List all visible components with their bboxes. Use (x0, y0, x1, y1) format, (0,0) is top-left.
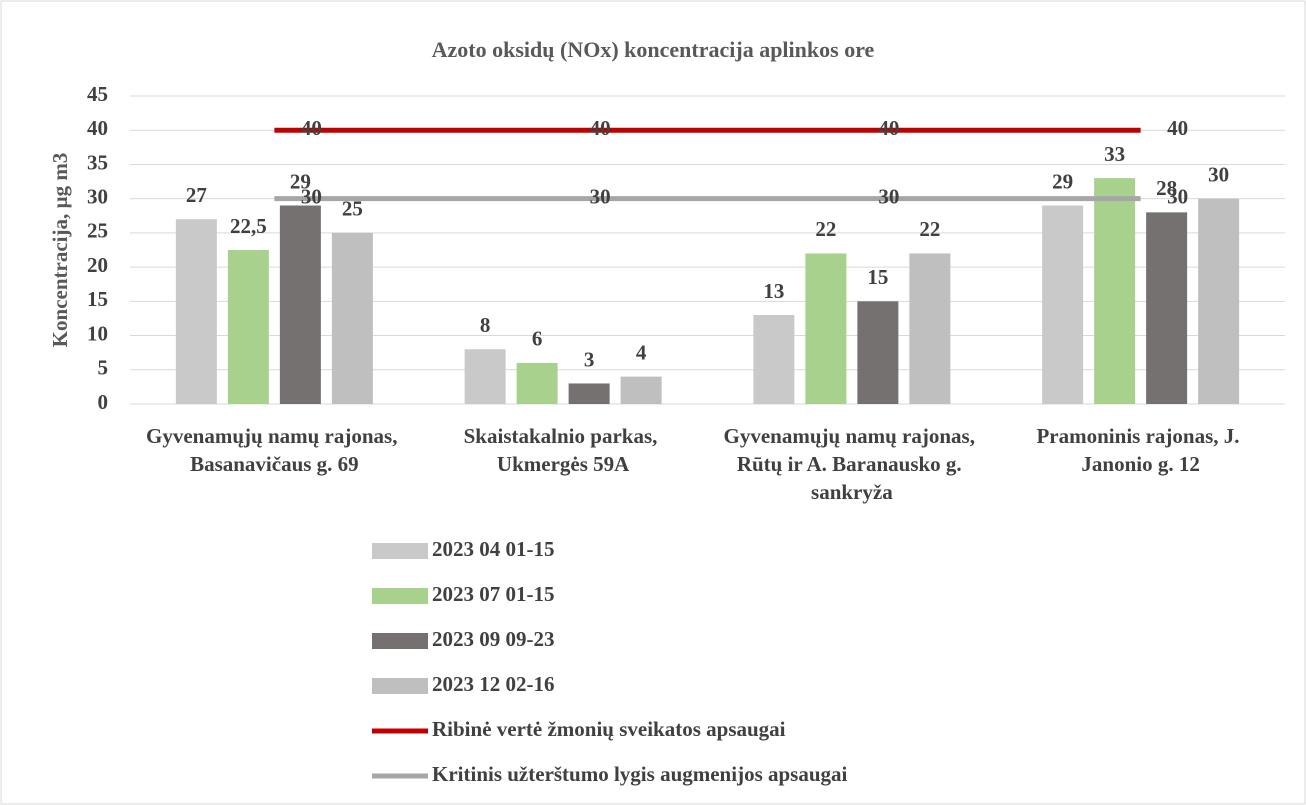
data-label: 40 (590, 116, 611, 140)
data-label: 27 (186, 183, 207, 207)
data-label: 3 (584, 347, 595, 371)
y-tick-label: 35 (87, 150, 108, 174)
bar (1094, 178, 1136, 404)
data-label: 25 (342, 197, 363, 221)
bar (805, 253, 847, 404)
legend-swatch (372, 633, 428, 649)
data-label: 22 (815, 217, 836, 241)
y-tick-label: 20 (87, 253, 108, 277)
data-label: 22 (919, 217, 940, 241)
bar (620, 376, 662, 404)
data-label: 40 (878, 116, 899, 140)
data-label: 8 (480, 313, 491, 337)
legend-label: 2023 09 09-23 (432, 627, 555, 651)
data-label: 40 (1167, 116, 1188, 140)
legend-label: Ribinė vertė žmonių sveikatos apsaugai (432, 717, 786, 741)
legend-label: 2023 12 02-16 (432, 672, 555, 696)
bar (909, 253, 951, 404)
data-label: 30 (301, 184, 322, 208)
x-tick-label: Gyvenamųjų namų rajonas, Basanavičaus g.… (146, 424, 403, 476)
chart-title: Azoto oksidų (NOx) koncentracija aplinko… (432, 37, 875, 62)
bar (753, 315, 795, 404)
legend-label: 2023 07 01-15 (432, 582, 555, 606)
y-tick-label: 15 (87, 287, 108, 311)
bar (1042, 205, 1084, 404)
data-label: 15 (867, 265, 888, 289)
legend-swatch (372, 588, 428, 604)
bar (175, 219, 217, 404)
legend-label: Kritinis užterštumo lygis augmenijos aps… (432, 762, 848, 786)
legend-label: 2023 04 01-15 (432, 537, 555, 561)
y-tick-label: 0 (98, 390, 109, 414)
bar (227, 250, 269, 404)
data-label: 4 (636, 340, 647, 364)
y-tick-label: 45 (87, 82, 108, 106)
bar (857, 301, 899, 404)
bar (1146, 212, 1188, 404)
bar (568, 383, 610, 404)
data-label: 33 (1104, 142, 1125, 166)
y-axis-label: Koncentracija, µg m3 (48, 153, 72, 348)
data-label: 30 (590, 184, 611, 208)
y-tick-label: 10 (87, 321, 108, 345)
y-tick-label: 5 (98, 356, 109, 380)
legend-swatch (372, 543, 428, 559)
data-label: 6 (532, 327, 543, 351)
bar (516, 362, 558, 404)
bar (1198, 198, 1240, 404)
x-tick-label: Gyvenamųjų namų rajonas, Rūtų ir A. Bara… (724, 424, 981, 504)
bar (279, 205, 321, 404)
x-tick-label: Skaistakalnio parkas, Ukmergės 59A (464, 424, 663, 476)
data-label: 30 (1208, 162, 1229, 186)
y-tick-label: 30 (87, 184, 108, 208)
legend-swatch (372, 678, 428, 694)
data-label: 13 (763, 279, 784, 303)
y-tick-label: 40 (87, 116, 108, 140)
data-label: 29 (290, 169, 311, 193)
data-label: 28 (1156, 176, 1177, 200)
data-label: 40 (301, 116, 322, 140)
bar (331, 232, 373, 404)
data-label: 22,5 (230, 214, 267, 238)
y-tick-label: 25 (87, 219, 108, 243)
data-label: 30 (1167, 184, 1188, 208)
x-tick-label: Pramoninis rajonas, J. Janonio g. 12 (1036, 424, 1244, 476)
data-label: 30 (878, 184, 899, 208)
data-label: 29 (1052, 169, 1073, 193)
bar (464, 349, 506, 404)
